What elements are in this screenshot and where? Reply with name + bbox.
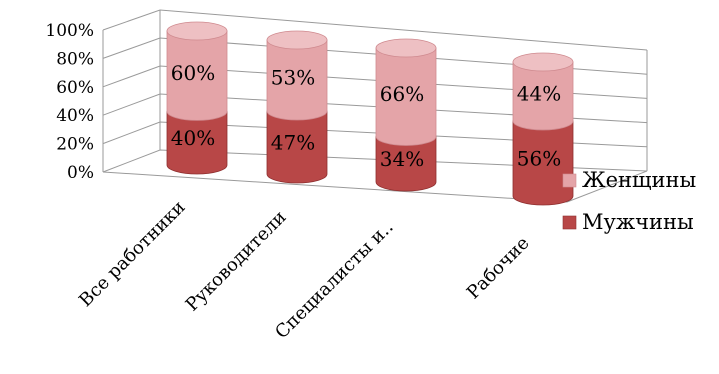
cylinder-top: [166, 21, 228, 41]
y-tick-label: 80%: [56, 49, 94, 69]
y-tick-label: 100%: [45, 21, 94, 41]
x-axis-line: [102, 171, 568, 203]
x-tick-label: Все работники: [75, 197, 189, 311]
y-tick-label: 40%: [56, 106, 94, 126]
legend-swatch: [562, 215, 577, 230]
data-label-women: 60%: [171, 61, 215, 85]
data-label-women: 44%: [517, 81, 561, 105]
cylinder-top: [512, 52, 574, 72]
data-label-men: 47%: [271, 131, 315, 155]
data-label-men: 56%: [517, 146, 561, 170]
legend[interactable]: Женщины Мужчины: [562, 168, 696, 234]
cylinder-women: [166, 21, 228, 121]
y-tick-label: 20%: [56, 135, 94, 155]
data-label-men: 34%: [380, 147, 424, 171]
data-label-women: 53%: [271, 66, 315, 90]
y-axis: 0% 20% 40% 60% 80% 100%: [45, 21, 94, 183]
y-tick-label: 60%: [56, 78, 94, 98]
legend-label: Женщины: [582, 168, 696, 192]
chart-cylinders: [166, 21, 574, 206]
data-labels: 40% 60% 47% 53% 34% 66% 56% 44%: [171, 61, 561, 171]
data-label-men: 40%: [171, 126, 215, 150]
legend-swatch: [562, 173, 577, 188]
x-tick-label: Рабочие: [463, 233, 534, 304]
cylinder-top: [266, 30, 328, 50]
cylinder-women: [375, 38, 437, 146]
x-tick-label: Руководители: [182, 207, 291, 316]
floor-right-edge: [566, 170, 648, 203]
cylinder-women: [512, 52, 574, 131]
cylinder-men: [266, 110, 328, 184]
legend-label: Мужчины: [582, 210, 694, 234]
x-tick-label: Специалисты и..: [271, 217, 397, 343]
cylinder-men: [375, 136, 437, 192]
chart-gridlines: [102, 9, 648, 203]
y-tick-label: 0%: [67, 163, 94, 183]
cylinder-women: [266, 30, 328, 121]
cylinder-top: [375, 38, 437, 58]
cylinder-men: [512, 120, 574, 206]
data-label-women: 66%: [380, 82, 424, 106]
cylinder-men: [166, 111, 228, 175]
